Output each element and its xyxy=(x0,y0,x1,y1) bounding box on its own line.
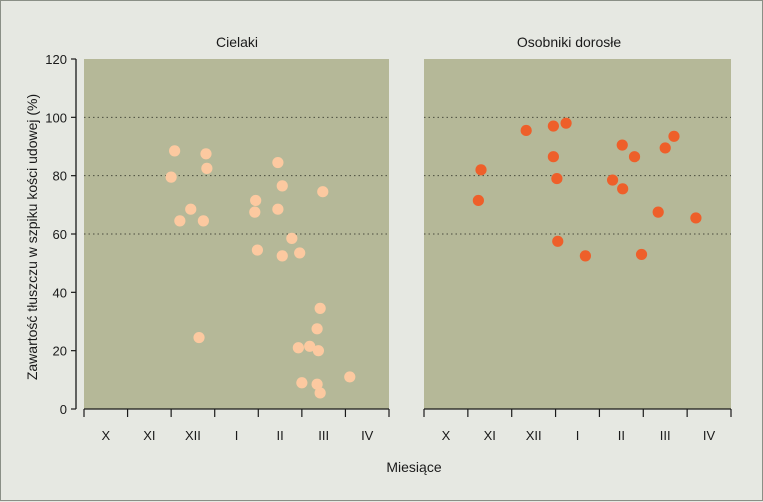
data-point-cielaki-6 xyxy=(197,215,209,227)
data-point-dorosle-11 xyxy=(606,174,619,186)
x-tick-label-dorosle-2: XII xyxy=(526,428,542,443)
data-point-cielaki-24 xyxy=(311,378,323,390)
data-point-cielaki-0 xyxy=(169,145,181,157)
data-point-cielaki-15 xyxy=(286,232,298,244)
data-point-cielaki-7 xyxy=(193,331,205,344)
data-point-dorosle-3 xyxy=(547,120,559,132)
data-point-cielaki-1 xyxy=(165,171,177,183)
y-axis-label: Zawartość tłuszczu w szpiku kości udowej… xyxy=(24,94,40,380)
data-point-dorosle-0 xyxy=(475,164,487,176)
x-tick-label-cielaki-2: XII xyxy=(185,428,201,443)
data-point-cielaki-10 xyxy=(251,244,264,256)
panel-title-cielaki: Cielaki xyxy=(216,34,258,50)
x-tick-label-dorosle-0: X xyxy=(442,428,451,443)
data-point-dorosle-13 xyxy=(635,248,648,261)
data-point-dorosle-17 xyxy=(690,212,702,224)
data-point-cielaki-4 xyxy=(200,148,212,160)
y-tick-label-60: 60 xyxy=(53,227,67,242)
x-tick-label-cielaki-6: IV xyxy=(361,428,374,443)
y-tick-label-20: 20 xyxy=(53,344,67,359)
data-point-dorosle-8 xyxy=(579,250,591,262)
data-point-cielaki-23 xyxy=(296,377,308,389)
x-tick-label-cielaki-5: III xyxy=(318,428,329,443)
data-point-cielaki-22 xyxy=(314,302,326,314)
data-point-cielaki-18 xyxy=(292,342,304,354)
y-tick-label-0: 0 xyxy=(60,402,67,417)
data-point-cielaki-3 xyxy=(185,203,197,215)
data-point-cielaki-11 xyxy=(272,156,284,169)
data-point-dorosle-6 xyxy=(551,172,563,185)
x-tick-label-dorosle-1: XI xyxy=(484,428,496,443)
data-point-dorosle-14 xyxy=(652,206,664,218)
x-tick-label-dorosle-6: IV xyxy=(703,428,716,443)
y-tick-label-80: 80 xyxy=(53,169,67,184)
data-point-cielaki-20 xyxy=(311,323,323,335)
data-point-dorosle-9 xyxy=(616,139,628,151)
data-point-cielaki-19 xyxy=(304,340,316,352)
data-point-cielaki-12 xyxy=(276,180,288,192)
x-tick-label-cielaki-1: XI xyxy=(143,428,155,443)
data-point-dorosle-1 xyxy=(472,194,484,207)
data-point-cielaki-17 xyxy=(317,186,329,198)
data-point-cielaki-26 xyxy=(344,371,356,383)
data-point-cielaki-14 xyxy=(276,250,288,262)
x-tick-label-dorosle-3: I xyxy=(576,428,580,443)
data-point-cielaki-21 xyxy=(312,345,325,357)
data-point-dorosle-4 xyxy=(560,117,572,129)
data-point-dorosle-10 xyxy=(628,151,641,163)
data-point-dorosle-15 xyxy=(659,142,671,154)
data-point-dorosle-16 xyxy=(668,130,680,142)
x-tick-label-cielaki-4: II xyxy=(276,428,283,443)
x-tick-label-dorosle-5: III xyxy=(660,428,671,443)
x-tick-label-cielaki-0: X xyxy=(101,428,110,443)
y-tick-label-100: 100 xyxy=(45,110,67,125)
data-point-dorosle-5 xyxy=(547,151,559,163)
data-point-cielaki-5 xyxy=(201,162,213,174)
data-point-cielaki-2 xyxy=(174,215,186,227)
data-point-dorosle-7 xyxy=(552,235,564,247)
x-tick-label-dorosle-4: II xyxy=(618,428,625,443)
panel-title-dorosle: Osobniki dorosłe xyxy=(517,34,621,50)
data-point-cielaki-8 xyxy=(250,194,262,207)
y-tick-label-120: 120 xyxy=(45,52,67,67)
data-point-dorosle-2 xyxy=(520,124,532,137)
data-point-cielaki-16 xyxy=(294,247,306,259)
x-tick-label-cielaki-3: I xyxy=(235,428,239,443)
data-point-cielaki-9 xyxy=(249,206,261,218)
x-axis-label: Miesiące xyxy=(386,459,441,475)
data-point-cielaki-25 xyxy=(314,387,326,399)
data-point-cielaki-13 xyxy=(272,203,284,215)
y-tick-label-40: 40 xyxy=(53,285,67,300)
data-point-dorosle-12 xyxy=(617,183,629,195)
